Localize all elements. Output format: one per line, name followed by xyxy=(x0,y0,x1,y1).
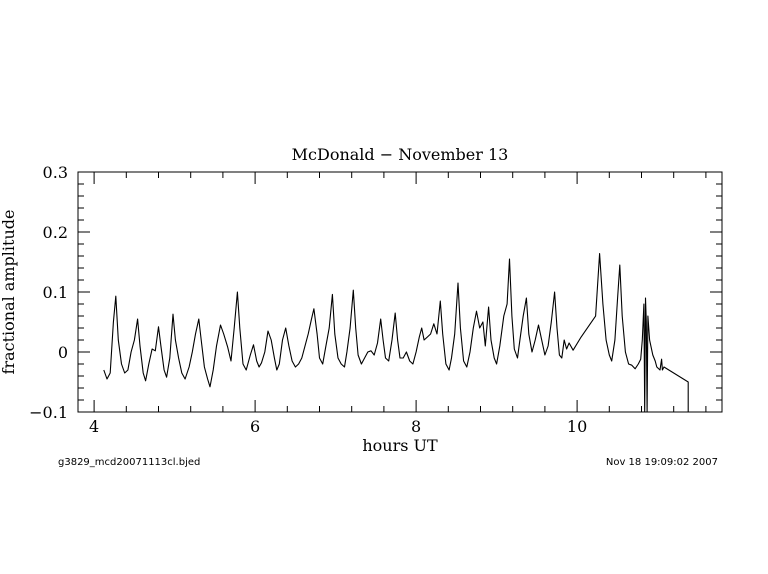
x-tick-label: 4 xyxy=(89,417,99,436)
y-tick-label: 0.2 xyxy=(43,223,68,242)
plot-frame xyxy=(77,171,723,413)
y-tick-label: 0.1 xyxy=(43,283,68,302)
x-tick-label: 8 xyxy=(411,417,421,436)
light-curve-series-line xyxy=(103,253,689,413)
y-axis-label: fractional amplitude xyxy=(0,210,18,375)
x-axis-label: hours UT xyxy=(362,436,438,455)
y-tick-label: 0.3 xyxy=(43,163,68,182)
chart-title: McDonald − November 13 xyxy=(292,145,509,164)
y-tick-label: 0 xyxy=(58,343,68,362)
y-tick-label: −0.1 xyxy=(29,403,68,422)
x-tick-label: 6 xyxy=(250,417,260,436)
footer-filename: g3829_mcd20071113cl.bjed xyxy=(58,457,200,468)
footer-timestamp: Nov 18 19:09:02 2007 xyxy=(606,457,718,468)
x-tick-label: 10 xyxy=(567,417,587,436)
